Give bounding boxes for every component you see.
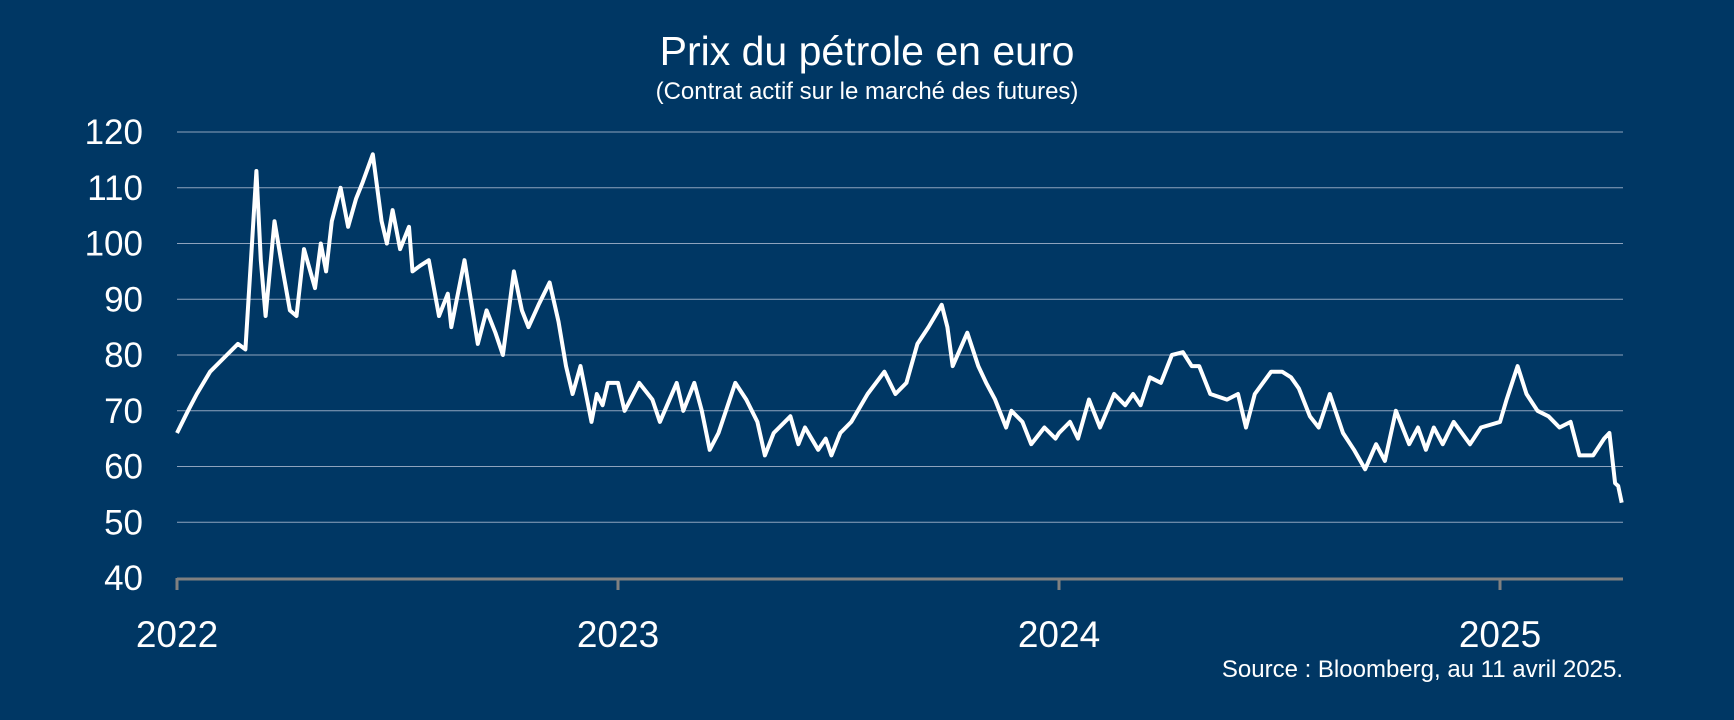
y-tick-label: 100	[85, 225, 143, 264]
chart-subtitle: (Contrat actif sur le marché des futures…	[655, 78, 1079, 105]
y-tick-label: 60	[104, 448, 143, 487]
x-tick-label: 2022	[136, 614, 218, 655]
x-tick-label: 2023	[577, 614, 659, 655]
y-tick-label: 40	[104, 559, 143, 598]
chart-title: Prix du pétrole en euro	[659, 28, 1075, 74]
x-tick-label: 2024	[1018, 614, 1100, 655]
y-tick-label: 90	[104, 280, 143, 319]
y-tick-label: 120	[85, 113, 143, 152]
x-tick-label: 2025	[1459, 614, 1541, 655]
y-tick-label: 80	[104, 336, 143, 375]
y-tick-label: 50	[104, 503, 143, 542]
y-tick-label: 110	[87, 169, 143, 208]
series-line-oil-price	[175, 152, 1624, 504]
y-tick-label: 70	[104, 392, 143, 431]
source-note: Source : Bloomberg, au 11 avril 2025.	[1221, 656, 1623, 683]
